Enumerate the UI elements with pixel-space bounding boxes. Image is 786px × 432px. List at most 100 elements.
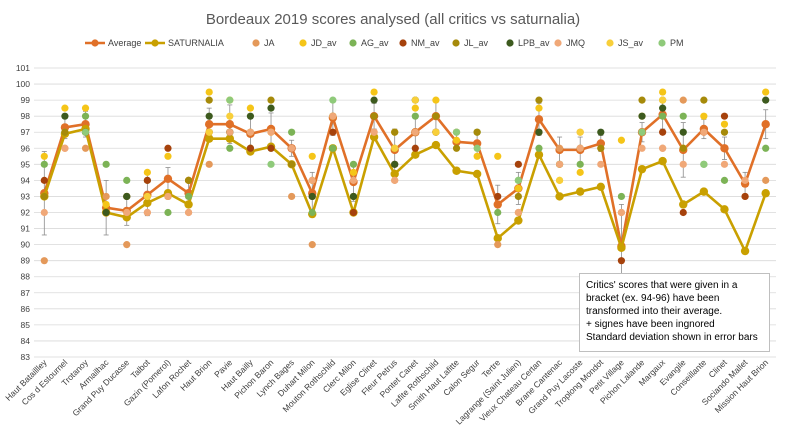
point-js-av bbox=[659, 96, 667, 104]
point-jd-av bbox=[411, 104, 419, 112]
point-saturnalia bbox=[390, 169, 399, 179]
point-saturnalia bbox=[225, 134, 235, 143]
point-pm bbox=[267, 160, 275, 168]
point-ag-av bbox=[349, 160, 358, 168]
legend-swatch bbox=[606, 39, 614, 47]
legend-label: AG_av bbox=[361, 38, 389, 48]
point-pm bbox=[638, 128, 646, 136]
point-ja bbox=[308, 241, 316, 249]
point-jmq bbox=[370, 128, 378, 136]
point-nm-av bbox=[40, 176, 48, 184]
point-nm-av bbox=[267, 144, 275, 152]
legend-label: LPB_av bbox=[518, 38, 550, 48]
point-ja bbox=[102, 192, 110, 201]
legend-label: PM bbox=[670, 38, 684, 48]
point-average bbox=[225, 119, 235, 129]
y-tick-label: 86 bbox=[21, 304, 31, 314]
point-lpb-av bbox=[102, 208, 110, 217]
point-ag-av bbox=[40, 160, 48, 168]
point-lpb-av bbox=[61, 112, 69, 120]
point-jd-av bbox=[205, 88, 213, 96]
point-ag-av bbox=[226, 144, 234, 152]
legend-label: Average bbox=[108, 38, 141, 48]
legend-swatch-marker bbox=[91, 39, 99, 47]
point-lpb-av bbox=[638, 112, 646, 120]
y-tick-label: 91 bbox=[21, 224, 31, 234]
point-jl-av bbox=[184, 176, 193, 184]
point-jl-av bbox=[597, 144, 605, 152]
point-lpb-av bbox=[391, 160, 399, 168]
y-tick-label: 85 bbox=[21, 320, 31, 330]
point-ag-av bbox=[659, 112, 667, 120]
point-jl-av bbox=[473, 128, 481, 136]
point-jmq bbox=[659, 144, 667, 152]
point-pm bbox=[473, 144, 481, 152]
point-lpb-av bbox=[535, 128, 543, 136]
point-saturnalia bbox=[637, 164, 647, 174]
point-saturnalia bbox=[472, 169, 482, 179]
point-ag-av bbox=[81, 112, 90, 120]
point-jmq bbox=[267, 128, 275, 136]
series-line-average bbox=[43, 113, 767, 248]
y-tick-label: 84 bbox=[21, 336, 31, 346]
point-nm-av bbox=[720, 112, 729, 120]
y-axis: 83 84 85 86 87 88 89 90 91 92 93 94 95 96 97 98 99 100 101 bbox=[16, 63, 30, 362]
annotation-line: Standard deviation shown in error bars bbox=[586, 332, 758, 343]
point-jmq bbox=[700, 128, 708, 136]
point-jl-av bbox=[700, 96, 708, 104]
point-jmq bbox=[164, 192, 172, 201]
point-jmq bbox=[576, 144, 584, 152]
point-ag-av bbox=[720, 176, 729, 184]
point-average bbox=[534, 115, 544, 124]
point-saturnalia bbox=[143, 198, 152, 208]
point-lpb-av bbox=[762, 96, 770, 104]
point-saturnalia bbox=[534, 150, 544, 159]
point-nm-av bbox=[617, 257, 626, 265]
point-lpb-av bbox=[679, 128, 687, 136]
point-ja bbox=[494, 241, 502, 249]
point-jl-av bbox=[267, 96, 275, 104]
point-jmq bbox=[143, 208, 151, 217]
legend-swatch bbox=[399, 39, 407, 47]
legend-swatch bbox=[554, 39, 562, 47]
legend-swatch-marker bbox=[151, 39, 159, 47]
point-saturnalia bbox=[575, 187, 585, 196]
annotation-box: Critics' scores that were given in a bra… bbox=[579, 273, 770, 352]
point-ag-av bbox=[184, 192, 193, 201]
point-js-av bbox=[555, 176, 564, 184]
point-saturnalia bbox=[431, 140, 441, 150]
point-nm-av bbox=[143, 176, 151, 184]
y-tick-label: 90 bbox=[21, 240, 31, 250]
point-average bbox=[493, 200, 502, 209]
y-tick-label: 98 bbox=[21, 111, 31, 121]
y-tick-label: 95 bbox=[21, 159, 31, 169]
point-average bbox=[163, 174, 173, 183]
annotation-line: transformed into their average. bbox=[586, 306, 723, 317]
point-js-av bbox=[411, 96, 419, 104]
point-nm-av bbox=[741, 192, 749, 201]
legend-swatch bbox=[506, 39, 514, 47]
point-nm-av bbox=[246, 144, 255, 152]
point-ag-av bbox=[411, 112, 419, 120]
point-lpb-av bbox=[597, 128, 605, 136]
legend-label: JS_av bbox=[618, 38, 644, 48]
point-nm-av bbox=[349, 208, 358, 217]
point-jd-av bbox=[61, 104, 69, 112]
y-tick-label: 93 bbox=[21, 191, 31, 201]
legend-swatch bbox=[349, 39, 357, 47]
legend-swatch bbox=[452, 39, 460, 47]
point-saturnalia bbox=[720, 205, 729, 214]
point-jd-av bbox=[535, 104, 543, 112]
point-ag-av bbox=[102, 160, 110, 168]
legend-label: JA bbox=[264, 38, 275, 48]
annotation-line: Critics' scores that were given in a bbox=[586, 280, 738, 291]
point-jd-av bbox=[81, 104, 90, 112]
point-saturnalia bbox=[699, 187, 709, 196]
point-jl-av bbox=[535, 96, 543, 104]
point-saturnalia bbox=[617, 243, 626, 253]
chart-title: Bordeaux 2019 scores analysed (all criti… bbox=[206, 11, 580, 28]
point-pm bbox=[81, 128, 90, 136]
legend-label: JL_av bbox=[464, 38, 489, 48]
point-jl-av bbox=[638, 96, 646, 104]
point-jd-av bbox=[164, 152, 172, 160]
